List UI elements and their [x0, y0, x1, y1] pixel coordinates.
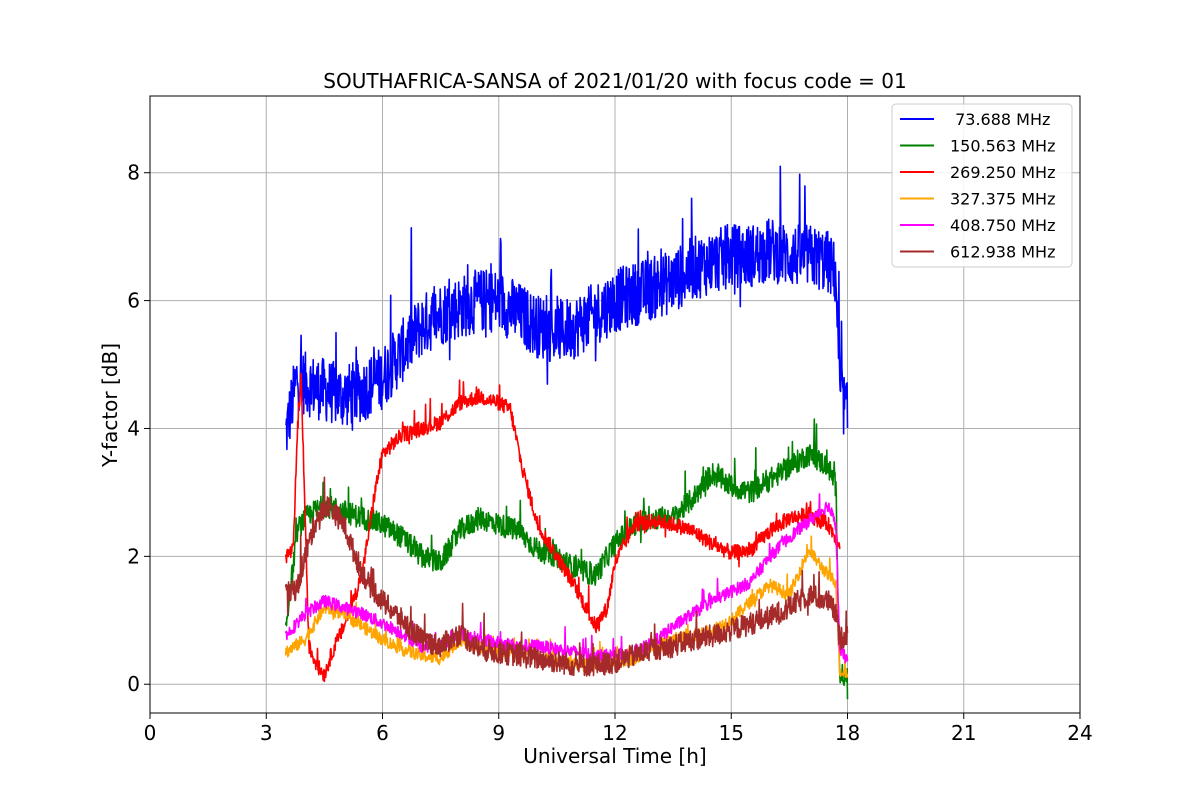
legend-label: 269.250 MHz: [950, 163, 1055, 182]
y-tick-label: 4: [127, 416, 140, 440]
x-tick-label: 6: [376, 721, 389, 745]
x-axis-label: Universal Time [h]: [523, 744, 706, 768]
legend-label: 612.938 MHz: [950, 243, 1055, 262]
series-line: [284, 418, 849, 700]
series-line: [284, 476, 849, 677]
y-tick-label: 2: [127, 544, 140, 568]
x-tick-label: 12: [602, 721, 627, 745]
y-tick-label: 0: [127, 672, 140, 696]
legend-label: 150.563 MHz: [950, 137, 1055, 156]
y-axis-label: Y-factor [dB]: [98, 343, 122, 468]
x-tick-label: 21: [951, 721, 976, 745]
x-tick-label: 24: [1067, 721, 1092, 745]
x-tick-label: 15: [719, 721, 744, 745]
y-tick-label: 8: [127, 161, 140, 185]
x-tick-label: 0: [144, 721, 157, 745]
x-tick-label: 18: [835, 721, 860, 745]
legend-frame: [891, 103, 1073, 268]
series-layer: [284, 165, 849, 700]
chart-title: SOUTHAFRICA-SANSA of 2021/01/20 with foc…: [323, 69, 907, 93]
x-tick-label: 3: [260, 721, 273, 745]
legend-label: 73.688 MHz: [950, 110, 1050, 129]
x-tick-label: 9: [492, 721, 505, 745]
legend-label: 327.375 MHz: [950, 190, 1055, 209]
series-line: [284, 165, 849, 451]
y-tick-label: 6: [127, 289, 140, 313]
legend-label: 408.750 MHz: [950, 216, 1055, 235]
legend-items: 73.688 MHz 150.563 MHz 269.250 MHz 327.375 …: [900, 110, 1055, 262]
series-line: [284, 372, 841, 683]
y-axis-ticks: 0 2 4 6 8: [127, 161, 150, 696]
legend: 73.688 MHz 150.563 MHz 269.250 MHz 327.375 …: [891, 103, 1073, 268]
x-axis-ticks: 0 3 6 9 12 15 18 21 24: [144, 713, 1093, 745]
